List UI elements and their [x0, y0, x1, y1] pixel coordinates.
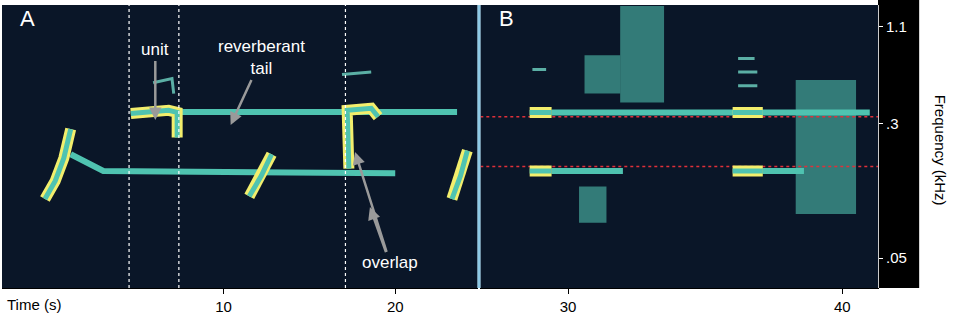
svg-text:10: 10: [215, 298, 232, 315]
svg-text:Time (s): Time (s): [7, 296, 61, 313]
svg-text:.05: .05: [886, 249, 907, 266]
svg-text:overlap: overlap: [362, 253, 418, 272]
svg-text:.3: .3: [886, 115, 899, 132]
svg-text:A: A: [20, 6, 35, 31]
svg-text:unit: unit: [141, 40, 169, 59]
svg-text:30: 30: [560, 298, 577, 315]
svg-text:1.1: 1.1: [886, 18, 907, 35]
svg-text:40: 40: [834, 298, 851, 315]
svg-text:Frequency (kHz): Frequency (kHz): [932, 95, 949, 206]
svg-text:reverberanttail: reverberanttail: [218, 37, 305, 78]
svg-text:20: 20: [387, 298, 404, 315]
svg-text:B: B: [499, 6, 514, 31]
